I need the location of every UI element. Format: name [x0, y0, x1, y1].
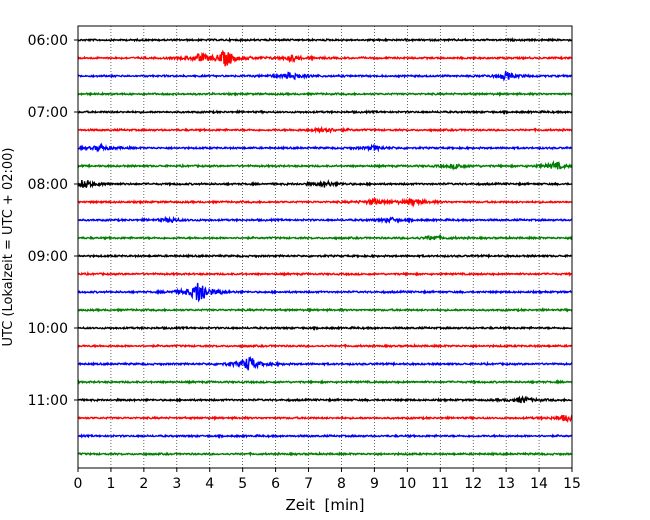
x-tick-label: 11: [431, 476, 449, 492]
trace-row-1030: [77, 355, 573, 371]
trace-row-0615: [77, 49, 573, 67]
traces: [77, 36, 573, 457]
x-tick-label: 2: [139, 476, 148, 492]
x-tick-label: 4: [205, 476, 214, 492]
plot-frame: [77, 25, 573, 469]
y-tick-label: 08:00: [28, 177, 68, 193]
trace-row-1000: [77, 325, 573, 331]
x-tick-label: 10: [398, 476, 416, 492]
x-tick-label: 6: [271, 476, 280, 492]
y-tick-label: 11:00: [28, 393, 68, 409]
x-tick-label: 8: [337, 476, 346, 492]
trace-row-0800: [77, 179, 573, 189]
trace-row-0915: [77, 270, 573, 277]
x-tick-label: 13: [497, 476, 515, 492]
trace-row-0845: [77, 233, 573, 241]
trace-row-0715: [77, 125, 573, 134]
x-tick-label: 0: [74, 476, 83, 492]
trace-row-0930: [77, 282, 573, 303]
trace-row-0815: [77, 196, 573, 208]
x-tick-label: 7: [304, 476, 313, 492]
x-tick-label: 3: [172, 476, 181, 492]
y-axis: 06:00 07:00 08:00 09:00 10:00 11:00: [28, 33, 78, 409]
trace-row-0730: [77, 142, 573, 153]
x-tick-label: 1: [106, 476, 115, 492]
trace-row-1130: [77, 433, 573, 439]
trace-row-1100: [77, 394, 573, 404]
y-axis-label: UTC (Lokalzeit = UTC + 02:00): [1, 148, 16, 347]
x-axis: 0 1 2 3 4 5 6 7 8 9 10 11 12 13 14 15: [74, 468, 581, 492]
trace-row-0830: [77, 215, 573, 224]
trace-row-0600: [77, 36, 573, 43]
y-tick-label: 06:00: [28, 33, 68, 49]
trace-row-1145: [77, 451, 573, 457]
x-axis-label: Zeit [min]: [285, 496, 364, 514]
trace-row-1045: [77, 379, 573, 385]
y-tick-label: 10:00: [28, 321, 68, 337]
trace-row-1015: [77, 343, 573, 349]
trace-row-0900: [77, 253, 573, 259]
y-tick-label: 09:00: [28, 249, 68, 265]
trace-row-0630: [77, 70, 573, 82]
trace-row-0945: [77, 307, 573, 313]
trace-row-1115: [77, 414, 573, 424]
trace-row-0745: [77, 160, 573, 171]
x-tick-label: 12: [464, 476, 482, 492]
x-tick-label: 9: [370, 476, 379, 492]
y-tick-label: 07:00: [28, 105, 68, 121]
x-tick-label: 5: [238, 476, 247, 492]
trace-row-0700: [77, 109, 573, 115]
x-tick-label: 14: [530, 476, 548, 492]
trace-row-0645: [77, 91, 573, 97]
x-tick-label: 15: [563, 476, 581, 492]
